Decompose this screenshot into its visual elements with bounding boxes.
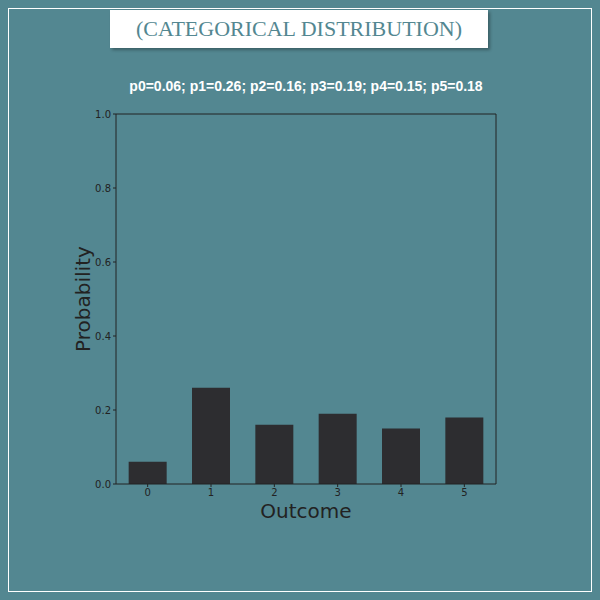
svg-text:0.4: 0.4 bbox=[95, 331, 111, 342]
svg-text:0: 0 bbox=[144, 487, 150, 498]
html-text:(CATEGORICAL DISTRIBUTION): (CATEGORICAL DISTRIBUTION) bbox=[135, 16, 462, 41]
svg-text:0.0: 0.0 bbox=[95, 479, 111, 490]
svg-text:4: 4 bbox=[398, 487, 404, 498]
html-text:p0=0.06; p1=0.26; p2=0.16; p3=: p0=0.06; p1=0.26; p2=0.16; p3=0.19; p4=0… bbox=[129, 78, 483, 94]
svg-text:2: 2 bbox=[271, 487, 277, 498]
svg-text:0.8: 0.8 bbox=[95, 183, 111, 194]
svg-text:5: 5 bbox=[461, 487, 467, 498]
svg-text:0.2: 0.2 bbox=[95, 405, 111, 416]
svg-text:Probability: Probability bbox=[71, 246, 95, 352]
svg-text:Outcome: Outcome bbox=[260, 499, 351, 523]
svg-text:1: 1 bbox=[208, 487, 214, 498]
svg-text:1.0: 1.0 bbox=[95, 109, 111, 120]
svg-text:3: 3 bbox=[334, 487, 340, 498]
svg-text:0.6: 0.6 bbox=[95, 257, 111, 268]
